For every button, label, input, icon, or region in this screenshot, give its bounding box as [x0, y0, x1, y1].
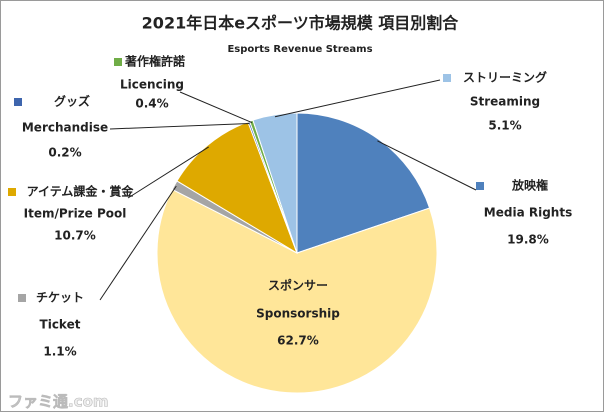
label-en: Media Rights: [484, 206, 572, 220]
value-label: 1.1%: [43, 345, 76, 359]
watermark: ファミ通.com: [8, 393, 109, 411]
label-en: Item/Prize Pool: [24, 207, 127, 221]
legend-swatch: [114, 58, 122, 66]
leader-line: [109, 122, 250, 130]
leader-line: [274, 79, 441, 118]
pie-slice: [156, 188, 438, 394]
label-ja: スポンサー: [268, 278, 328, 293]
value-label: 10.7%: [54, 229, 96, 243]
value-label: 19.8%: [507, 233, 549, 247]
label-en: Licencing: [120, 78, 184, 92]
pie-slice: [296, 112, 431, 254]
chart-title: 2021年日本eスポーツ市場規模 項目別割合: [142, 14, 460, 33]
label-en: Merchandise: [22, 121, 108, 135]
value-label: 0.4%: [135, 97, 168, 111]
legend-swatch: [476, 182, 484, 190]
label-en: Ticket: [40, 318, 81, 332]
label-ja: ストリーミング: [463, 70, 547, 85]
pie-slice: [252, 112, 298, 254]
leader-line: [99, 185, 177, 301]
value-label: 5.1%: [488, 119, 521, 133]
value-label: 62.7%: [277, 334, 319, 348]
legend-swatch: [8, 188, 16, 196]
chart-subtitle: Esports Revenue Streams: [227, 44, 372, 55]
leader-line: [179, 91, 253, 124]
label-ja: 著作権許諾: [124, 54, 185, 69]
value-label: 0.2%: [48, 146, 81, 160]
label-ja: グッズ: [54, 94, 90, 109]
pie-slice: [176, 121, 298, 255]
label-ja: チケット: [36, 291, 84, 305]
leader-line: [127, 146, 209, 199]
legend-swatch: [14, 98, 22, 106]
label-en: Streaming: [470, 95, 540, 109]
legend-swatch: [18, 294, 26, 302]
label-ja: 放映権: [511, 178, 548, 193]
label-ja: アイテム課金・賞金: [27, 184, 135, 199]
legend-swatch: [443, 74, 451, 82]
leader-line: [377, 140, 477, 191]
label-en: Sponsorship: [256, 307, 340, 321]
